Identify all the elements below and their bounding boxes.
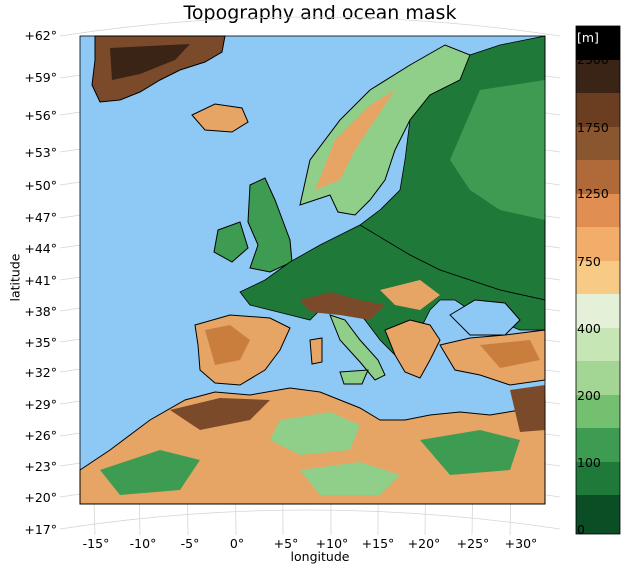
lon-tick: +5° (273, 536, 299, 551)
colorbar-bands (576, 26, 620, 534)
lon-tick: 0° (229, 536, 245, 551)
map-frame (79, 35, 546, 505)
lat-tick: +59° (24, 70, 57, 85)
lat-tick: +50° (24, 178, 57, 193)
lat-tick: +20° (24, 490, 57, 505)
lat-tick: +44° (24, 241, 57, 256)
black-sea (449, 299, 521, 336)
lat-tick: +47° (24, 210, 57, 225)
colorbar-tick: 0 (577, 522, 585, 537)
map-title: Topography and ocean mask (183, 2, 457, 24)
lat-tick: +23° (24, 459, 57, 474)
colorbar-tick: 200 (577, 388, 601, 403)
lat-tick: +35° (24, 335, 57, 350)
colorbar-tick: 400 (577, 321, 601, 336)
italy-landmass (329, 314, 386, 381)
lon-tick: -15° (82, 536, 110, 551)
longitude-axis-title: longitude (290, 549, 350, 564)
lon-tick: +15° (361, 536, 395, 551)
lat-tick: +56° (24, 108, 57, 123)
lon-tick: -10° (129, 536, 157, 551)
colorbar-tick: 1750 (577, 120, 609, 135)
britain-landmass (247, 177, 293, 273)
lat-tick: +29° (24, 397, 57, 412)
lon-tick: +25° (456, 536, 490, 551)
colorbar-unit: [m] (577, 30, 599, 45)
lat-tick: +26° (24, 428, 57, 443)
colorbar-tick: 750 (577, 254, 601, 269)
lat-tick: +32° (24, 365, 57, 380)
lon-tick: +20° (407, 536, 441, 551)
latitude-axis-title: latitude (7, 253, 23, 302)
lon-tick: -5° (180, 536, 200, 551)
lat-tick: +53° (24, 145, 57, 160)
lon-tick: +10° (315, 536, 349, 551)
ireland-landmass (213, 221, 249, 263)
lat-tick: +41° (24, 273, 57, 288)
lat-tick: +17° (24, 522, 57, 537)
iceland-landmass (191, 103, 249, 133)
balkans-landmass (384, 319, 441, 379)
lon-tick: +30° (504, 536, 538, 551)
colorbar-tick: 1250 (577, 186, 609, 201)
colorbar-tick: 100 (577, 455, 601, 470)
colorbar-tick: 2500 (577, 52, 609, 67)
lat-tick: +62° (24, 28, 57, 43)
lat-tick: +38° (24, 304, 57, 319)
